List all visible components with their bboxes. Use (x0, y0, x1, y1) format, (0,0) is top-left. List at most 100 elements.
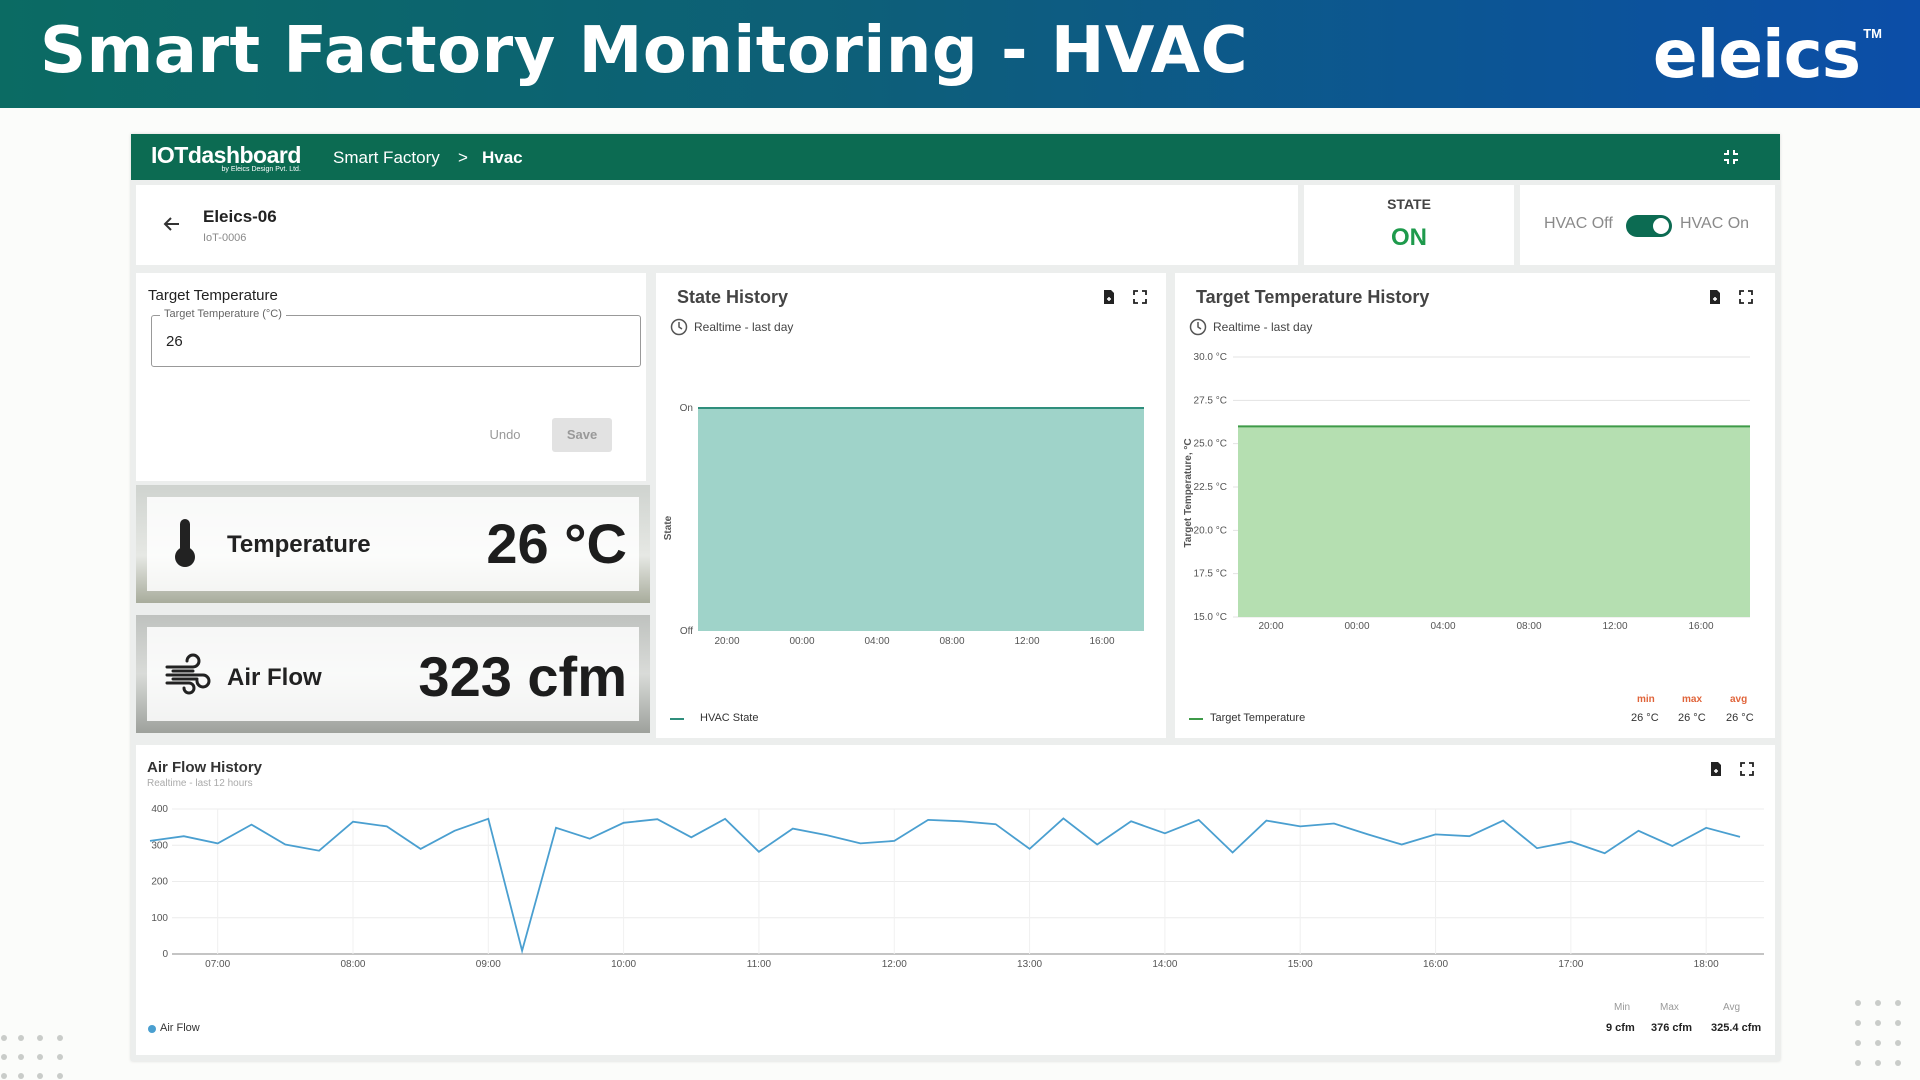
target-min-value: 26 °C (1631, 712, 1659, 724)
airflow-value: 323 cfm (418, 645, 627, 708)
x-tick-label: 18:00 (1694, 959, 1719, 970)
x-tick-label: 16:00 (1089, 636, 1114, 647)
device-id: IoT-0006 (203, 232, 247, 244)
page-banner: Smart Factory Monitoring - HVAC eleics T… (0, 0, 1920, 108)
hvac-toggle-card: HVAC Off HVAC On (1520, 185, 1775, 265)
logo-subtext: by Eleics Design Pvt. Ltd. (221, 166, 301, 173)
x-tick-label: 16:00 (1423, 959, 1448, 970)
x-tick-label: 13:00 (1017, 959, 1042, 970)
y-tick-label: 300 (151, 840, 168, 851)
airflow-max-label: Max (1660, 1002, 1679, 1013)
airflow-history-title: Air Flow History (147, 759, 263, 776)
hvac-state-area (698, 408, 1144, 631)
target-history-chart: 30.0 °C 27.5 °C 25.0 °C 22.5 °C 20.0 °C 17.5 … (1183, 352, 1750, 632)
x-tick-label: 20:00 (714, 636, 739, 647)
x-tick-label: 15:00 (1288, 959, 1313, 970)
airflow-avg-value: 325.4 cfm (1711, 1022, 1762, 1034)
x-tick-label: 04:00 (1430, 621, 1455, 632)
target-temperature-legend: Target Temperature (1210, 712, 1306, 724)
airflow-label: Air Flow (227, 664, 322, 691)
clock-icon (670, 318, 688, 336)
airflow-min-value: 9 cfm (1606, 1022, 1635, 1034)
airflow-history-subtitle: Realtime - last 12 hours (147, 778, 253, 789)
x-tick-label: 16:00 (1688, 621, 1713, 632)
airflow-avg-label: Avg (1723, 1002, 1741, 1013)
device-card: Eleics-06 IoT-0006 (136, 185, 1298, 265)
airflow-max-value: 376 cfm (1651, 1022, 1692, 1034)
target-temperature-field[interactable]: Target Temperature (°C) 26 (151, 308, 641, 367)
target-min-label: min (1637, 694, 1655, 705)
target-avg-value: 26 °C (1726, 712, 1754, 724)
airflow-tile: Air Flow 323 cfm (136, 615, 650, 733)
x-tick-label: 12:00 (1602, 621, 1627, 632)
x-tick-label: 17:00 (1558, 959, 1583, 970)
target-history-title: Target Temperature History (1196, 287, 1430, 307)
airflow-line (149, 817, 1741, 955)
fullscreen-icon[interactable] (1132, 289, 1148, 305)
exit-fullscreen-icon[interactable] (1722, 148, 1740, 166)
airflow-legend: Air Flow (160, 1022, 200, 1034)
y-axis-label: State (663, 515, 674, 540)
x-tick-label: 20:00 (1258, 621, 1283, 632)
breadcrumb-smart-factory[interactable]: Smart Factory (333, 148, 440, 167)
y-tick-label: 15.0 °C (1194, 612, 1227, 623)
temperature-tile-panel: Temperature 26 °C (147, 497, 639, 591)
export-file-icon[interactable] (1708, 761, 1724, 777)
target-history-subtitle: Realtime - last day (1213, 320, 1313, 334)
thermometer-icon (175, 519, 195, 567)
airflow-min-label: Min (1614, 1002, 1631, 1013)
target-temperature-legend-swatch (1189, 718, 1203, 720)
top-bar: IOTdashboard by Eleics Design Pvt. Ltd. … (131, 134, 1780, 180)
breadcrumb-hvac: Hvac (482, 148, 523, 167)
x-tick-label: 07:00 (205, 959, 230, 970)
device-name: Eleics-06 (203, 207, 277, 226)
target-temperature-title: Target Temperature (148, 287, 278, 304)
y-tick-label: 25.0 °C (1194, 439, 1227, 450)
y-tick-label: 27.5 °C (1194, 395, 1227, 406)
save-button[interactable]: Save (552, 418, 612, 452)
iot-dashboard-logo[interactable]: IOTdashboard by Eleics Design Pvt. Ltd. (151, 142, 301, 173)
state-history-chart: On Off State 20:00 00:00 04:00 08:00 12:00 16:00 (663, 403, 1144, 647)
wind-icon (165, 653, 211, 695)
state-history-card: State History Realtime - last day On Off S… (656, 273, 1166, 738)
x-tick-label: 00:00 (789, 636, 814, 647)
decorative-dots-right (1855, 1000, 1901, 1066)
state-history-subtitle: Realtime - last day (694, 320, 794, 334)
target-temperature-area (1238, 426, 1750, 617)
hvac-toggle-switch[interactable] (1626, 215, 1672, 237)
state-history-title: State History (677, 287, 789, 307)
y-tick-label: Off (680, 626, 693, 637)
x-tick-label: 00:00 (1344, 621, 1369, 632)
back-arrow-icon[interactable] (163, 215, 181, 233)
target-temperature-card: Target Temperature Target Temperature (°… (136, 273, 646, 481)
x-tick-label: 10:00 (611, 959, 636, 970)
undo-button[interactable]: Undo (489, 427, 521, 442)
export-file-icon[interactable] (1101, 289, 1117, 305)
target-max-label: max (1682, 694, 1703, 705)
y-tick-label: 30.0 °C (1194, 352, 1227, 363)
x-tick-label: 04:00 (864, 636, 889, 647)
target-temperature-history-card: Target Temperature History Realtime - la… (1175, 273, 1775, 738)
target-max-value: 26 °C (1678, 712, 1706, 724)
airflow-legend-dot (148, 1025, 156, 1033)
target-avg-label: avg (1730, 694, 1748, 705)
logo-text: IOTdashboard (151, 142, 301, 168)
y-tick-label: 22.5 °C (1194, 482, 1227, 493)
export-file-icon[interactable] (1707, 289, 1723, 305)
temperature-value: 26 °C (486, 512, 627, 575)
state-card: STATE ON (1304, 185, 1514, 265)
fullscreen-icon[interactable] (1739, 761, 1755, 777)
x-tick-label: 11:00 (747, 959, 772, 970)
hvac-off-label: HVAC Off (1544, 215, 1613, 232)
hvac-on-label: HVAC On (1680, 215, 1750, 232)
state-value: ON (1391, 224, 1427, 251)
y-tick-label: 20.0 °C (1194, 525, 1227, 536)
toggle-knob (1653, 218, 1669, 234)
y-tick-label: 0 (162, 949, 168, 960)
x-tick-label: 09:00 (476, 959, 501, 970)
x-tick-label: 12:00 (882, 959, 907, 970)
breadcrumb-separator: > (458, 148, 468, 167)
airflow-history-card: Air Flow History Realtime - last 12 hour… (136, 745, 1775, 1055)
fullscreen-icon[interactable] (1738, 289, 1754, 305)
decorative-dots-left (1, 1035, 63, 1079)
